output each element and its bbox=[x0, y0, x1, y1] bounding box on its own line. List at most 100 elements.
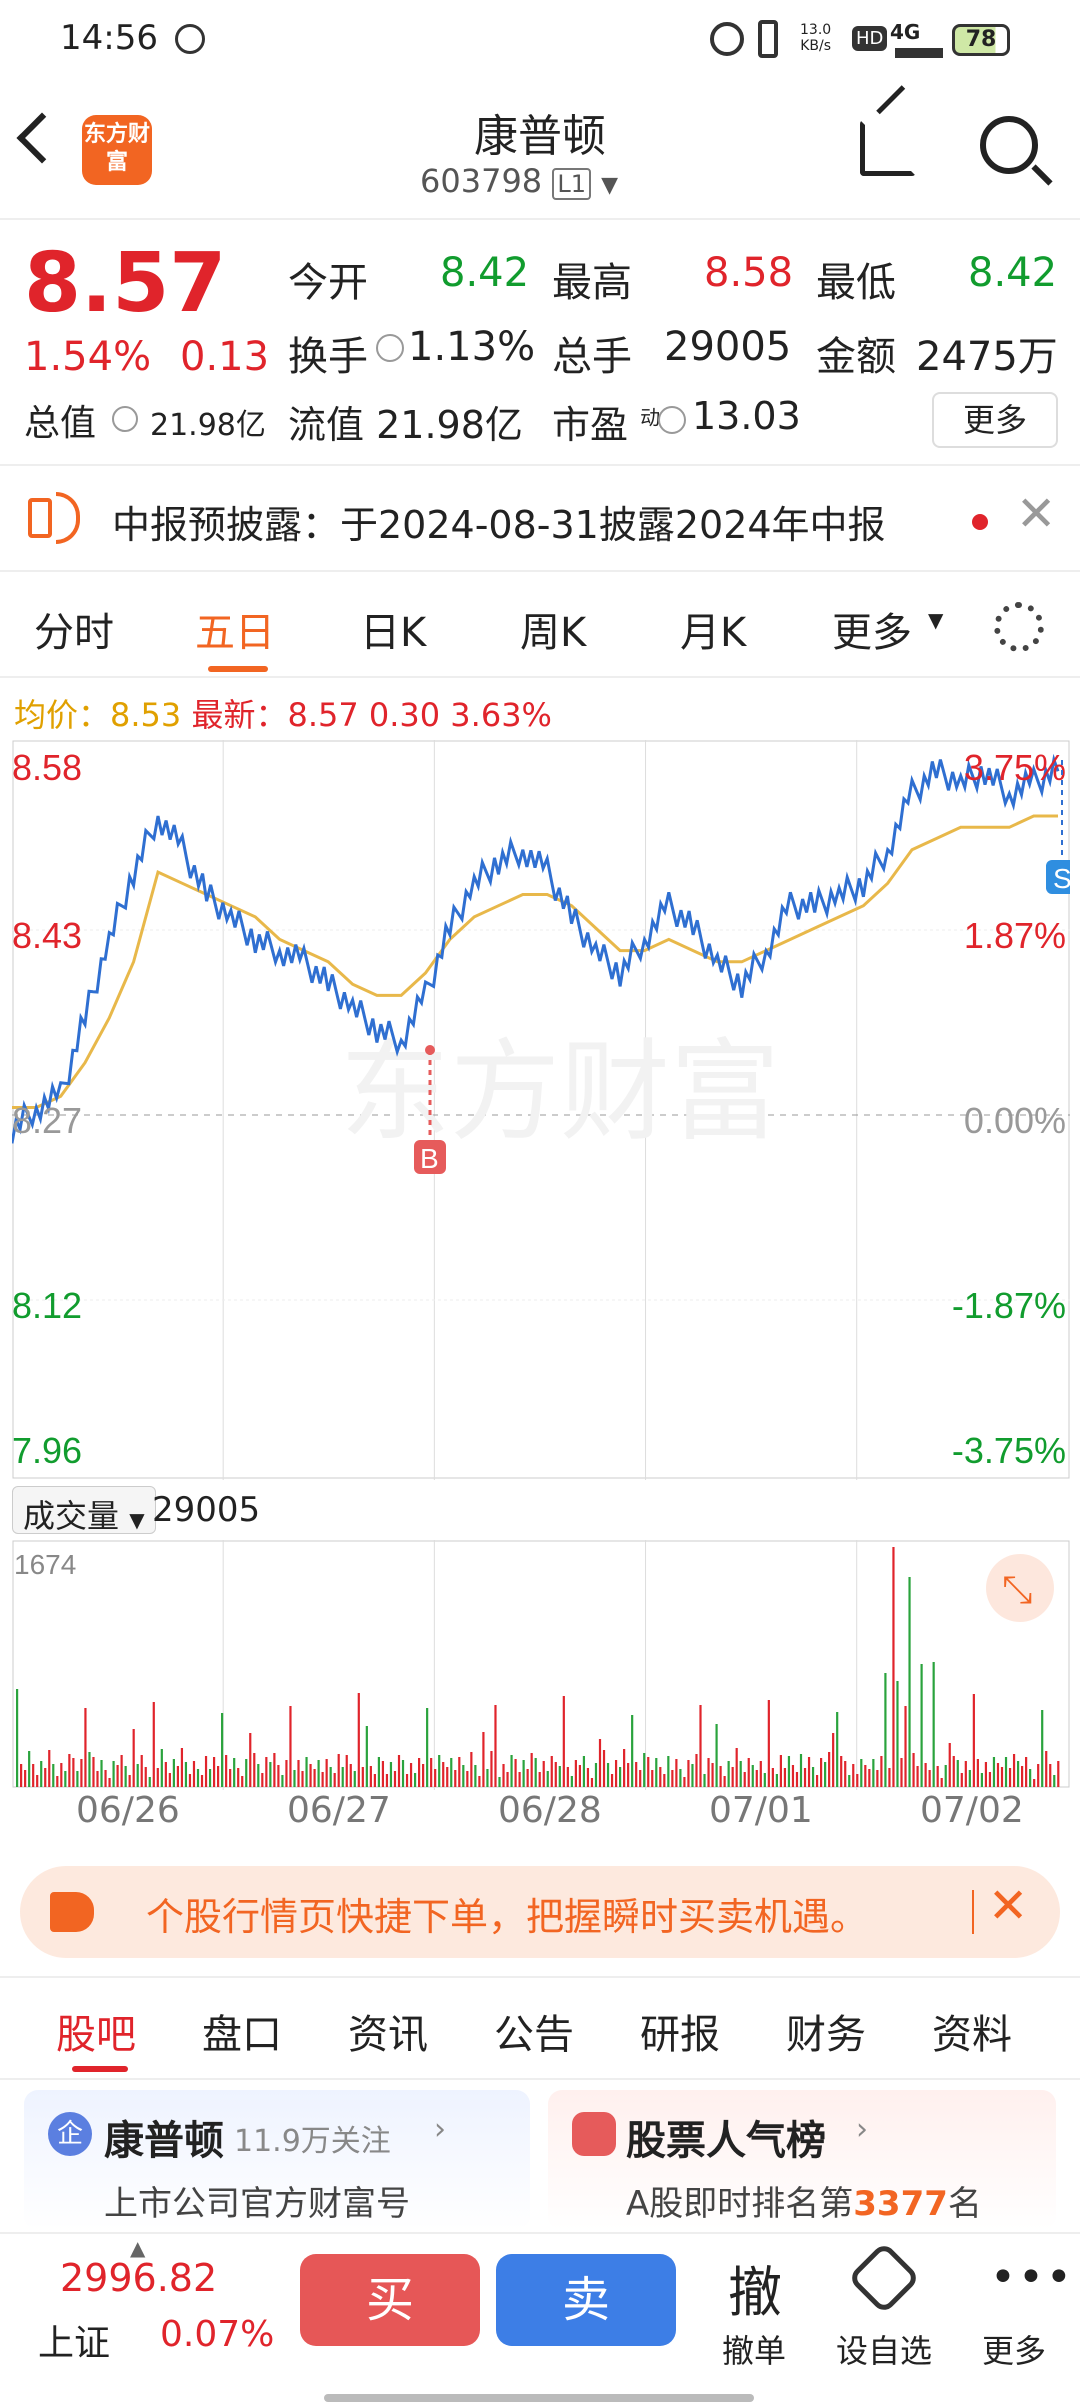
tab-weekly-k[interactable]: 周K bbox=[520, 610, 587, 656]
chevron-right-icon: › bbox=[434, 2112, 446, 2147]
index-name: 上证 bbox=[38, 2323, 111, 2364]
volume-bar bbox=[743, 1772, 746, 1787]
company-card[interactable]: 企 康普顿 11.9万关注 › 上市公司官方财富号 bbox=[24, 2090, 530, 2230]
y-tick-right: 1.87% bbox=[964, 915, 1066, 956]
volume-bar bbox=[840, 1756, 843, 1787]
tab-fenshi[interactable]: 分时 bbox=[34, 610, 114, 656]
stock-header: 东方财富 康普顿 603798 L1 ▼ bbox=[0, 80, 1080, 220]
volume-bar bbox=[868, 1769, 871, 1787]
popularity-card[interactable]: 股票人气榜 › A股即时排名第3377名 bbox=[548, 2090, 1056, 2230]
volume-bar bbox=[731, 1767, 734, 1787]
float-label: 流值 bbox=[288, 403, 365, 447]
volume-bar bbox=[325, 1759, 328, 1787]
chevron-down-icon: ▼ bbox=[928, 608, 944, 632]
expand-glyph: ⤡ bbox=[1002, 1567, 1032, 1611]
sell-button[interactable]: 卖 bbox=[496, 2254, 676, 2346]
pe-label: 市盈 bbox=[552, 403, 629, 447]
promo-banner[interactable]: 个股行情页快捷下单，把握瞬时买卖机遇。 ✕ bbox=[20, 1866, 1060, 1958]
chart-hgrid bbox=[12, 929, 1070, 1301]
search-icon[interactable] bbox=[980, 116, 1038, 174]
volume-bar bbox=[281, 1775, 284, 1787]
add-watchlist-button[interactable]: 设自选 bbox=[836, 2332, 933, 2370]
info-icon[interactable] bbox=[376, 334, 404, 362]
close-icon[interactable]: ✕ bbox=[988, 1878, 1029, 1934]
info-icon[interactable] bbox=[112, 406, 138, 432]
settings-icon[interactable] bbox=[994, 602, 1044, 652]
tab-announcements[interactable]: 公告 bbox=[494, 2012, 574, 2058]
volume-bar bbox=[610, 1774, 614, 1787]
hd-icon: HD bbox=[852, 26, 888, 51]
volume-bar bbox=[1053, 1775, 1056, 1787]
volume-frame bbox=[12, 1540, 1070, 1788]
volume-bar bbox=[735, 1748, 738, 1787]
volume-bar bbox=[880, 1756, 883, 1787]
share-icon[interactable] bbox=[860, 120, 916, 176]
notice-bar[interactable]: 中报预披露：于2024-08-31披露2024年中报 ✕ bbox=[0, 468, 1080, 572]
turnover-label: 换手 bbox=[288, 334, 368, 380]
tab-monthly-k[interactable]: 月K bbox=[680, 610, 747, 656]
price-chart[interactable]: 东方财富 8.58 8.43 8.27 8.12 7.96 3.75% 1.87% 0.00… bbox=[12, 740, 1070, 1480]
last-change: 0.30 bbox=[368, 696, 441, 734]
volume-bar bbox=[739, 1761, 742, 1787]
volume-bar bbox=[1049, 1764, 1052, 1787]
volume-chart[interactable]: 1674 ⤡ bbox=[12, 1540, 1070, 1790]
volume-bar bbox=[1025, 1757, 1028, 1787]
info-icon[interactable] bbox=[658, 406, 686, 434]
tab-more[interactable]: 更多 bbox=[832, 610, 912, 656]
watchlist-icon[interactable] bbox=[847, 2241, 921, 2315]
tab-news[interactable]: 资讯 bbox=[348, 2012, 428, 2058]
volume-bar bbox=[389, 1762, 393, 1787]
volume-bar bbox=[932, 1662, 935, 1787]
volume-selector[interactable]: 成交量 ▼ bbox=[12, 1486, 156, 1535]
stock-code-row[interactable]: 603798 L1 ▼ bbox=[420, 162, 618, 200]
more-button[interactable]: 更多 bbox=[982, 2332, 1047, 2370]
tab-active-indicator bbox=[72, 2066, 128, 2072]
volume-bar bbox=[554, 1762, 557, 1787]
volume-bar bbox=[558, 1766, 561, 1787]
volume-bar bbox=[643, 1753, 646, 1787]
volume-bar bbox=[767, 1700, 770, 1787]
tab-research[interactable]: 研报 bbox=[640, 2012, 720, 2058]
volume-label: 成交量 bbox=[23, 1497, 120, 1535]
volume-bar bbox=[856, 1774, 859, 1787]
tab-profile[interactable]: 资料 bbox=[932, 2012, 1012, 2058]
volume-bar bbox=[614, 1760, 618, 1787]
index-value[interactable]: 2996.82 bbox=[60, 2256, 218, 2300]
tab-five-day[interactable]: 五日 bbox=[195, 610, 275, 656]
more-icon[interactable]: ••• bbox=[990, 2252, 1074, 2303]
sell-marker bbox=[1046, 860, 1070, 894]
volume-bar bbox=[892, 1547, 895, 1787]
tab-pankou[interactable]: 盘口 bbox=[202, 2012, 282, 2058]
volume-bar bbox=[200, 1775, 204, 1787]
back-icon[interactable] bbox=[16, 112, 68, 164]
cancel-icon[interactable]: 撤 bbox=[728, 2261, 782, 2324]
volume-bar bbox=[261, 1773, 264, 1787]
tab-finance[interactable]: 财务 bbox=[786, 2012, 866, 2058]
volume-value: 29005 bbox=[664, 324, 792, 370]
volume-bar bbox=[156, 1768, 159, 1787]
volume-bar bbox=[56, 1776, 59, 1787]
buy-button[interactable]: 买 bbox=[300, 2254, 480, 2346]
volume-bar bbox=[590, 1778, 594, 1787]
signal-icon bbox=[895, 44, 943, 58]
volume-bar bbox=[446, 1767, 449, 1787]
volume-bar bbox=[313, 1769, 316, 1787]
volume-bar bbox=[357, 1693, 360, 1787]
promo-divider bbox=[972, 1890, 974, 1934]
volume-bar bbox=[936, 1766, 939, 1787]
volume-bar bbox=[466, 1771, 469, 1787]
battery-icon: 78 bbox=[952, 24, 1010, 56]
close-icon[interactable]: ✕ bbox=[1016, 486, 1057, 542]
quote-more-button[interactable]: 更多 bbox=[932, 392, 1058, 448]
tab-guba[interactable]: 股吧 bbox=[56, 2012, 136, 2058]
last-label: 最新： bbox=[191, 696, 288, 734]
tab-daily-k[interactable]: 日K bbox=[360, 610, 427, 656]
volume-bar bbox=[860, 1759, 863, 1787]
volume-bar bbox=[1041, 1710, 1044, 1787]
volume-bar bbox=[996, 1763, 1000, 1787]
company-card-desc: 上市公司官方财富号 bbox=[104, 2184, 410, 2224]
x-axis-label: 07/02 bbox=[920, 1790, 1024, 1831]
stock-code: 603798 bbox=[420, 162, 543, 200]
cancel-order-button[interactable]: 撤单 bbox=[722, 2332, 787, 2370]
volume-bar bbox=[361, 1767, 364, 1787]
